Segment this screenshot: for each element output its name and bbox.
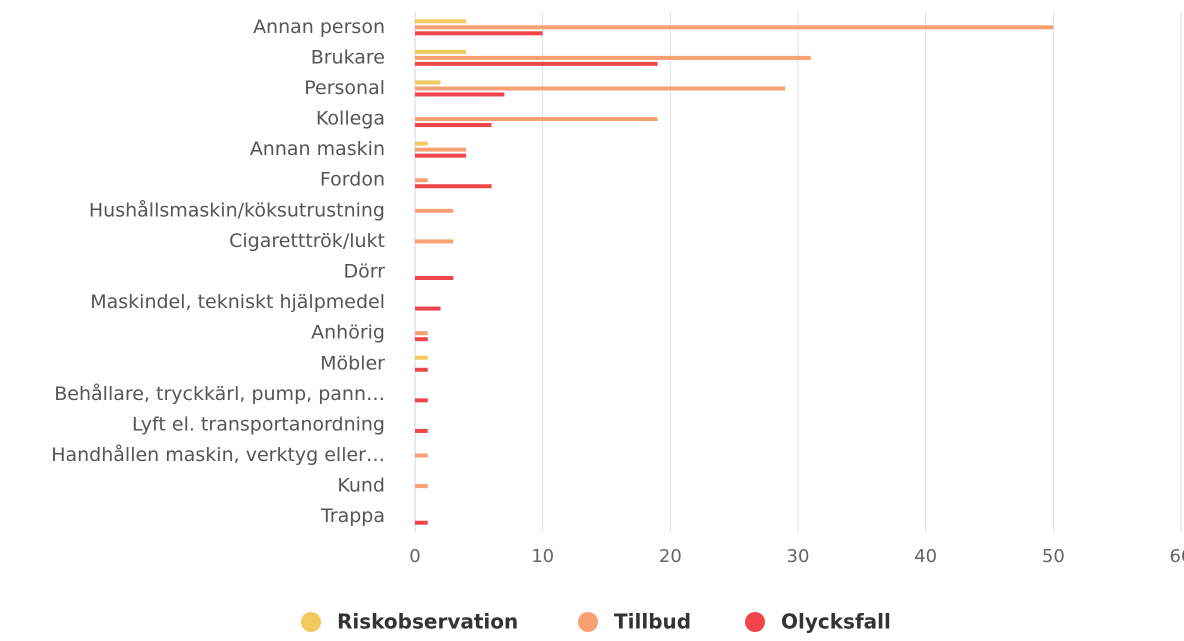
- x-tick-label: 60: [1170, 546, 1184, 567]
- y-tick-label: Fordon: [320, 169, 385, 191]
- bar: [415, 331, 428, 336]
- bar: [415, 19, 467, 24]
- y-tick-label: Annan person: [253, 16, 385, 38]
- bar: [415, 428, 428, 433]
- bar: [415, 239, 454, 244]
- y-tick-label: Brukare: [311, 46, 385, 68]
- bar: [415, 25, 1054, 30]
- y-tick-label: Maskindel, tekniskt hjälpmedel: [90, 291, 385, 313]
- y-tick-label: Annan maskin: [250, 138, 385, 160]
- x-tick-label: 30: [787, 546, 810, 567]
- legend-marker: [745, 612, 765, 632]
- y-tick-label: Möbler: [320, 352, 385, 374]
- bar: [415, 484, 428, 489]
- legend-marker: [301, 612, 321, 632]
- bar: [415, 153, 467, 158]
- y-tick-label: Handhållen maskin, verktyg eller…: [51, 443, 385, 466]
- x-tick-label: 50: [1042, 546, 1065, 567]
- legend-label: Tillbud: [614, 610, 691, 634]
- y-tick-label: Lyft el. transportanordning: [132, 413, 385, 435]
- bar: [415, 398, 428, 403]
- bar: [415, 31, 543, 36]
- y-tick-label: Hushållsmaskin/köksutrustning: [89, 198, 385, 221]
- y-tick-label: Personal: [304, 77, 385, 99]
- bar: [415, 141, 428, 146]
- bar: [415, 453, 428, 458]
- legend-label: Olycksfall: [781, 610, 891, 634]
- bar: [415, 208, 454, 213]
- bar: [415, 367, 428, 372]
- y-tick-label: Kollega: [316, 108, 385, 130]
- legend-marker: [578, 612, 598, 632]
- bar: [415, 337, 428, 342]
- y-tick-label: Dörr: [343, 261, 385, 283]
- bar: [415, 55, 811, 60]
- bar: [415, 92, 505, 97]
- y-tick-label: Cigaretttrök/lukt: [229, 230, 385, 252]
- bar: [415, 355, 428, 360]
- bar: [415, 80, 441, 85]
- y-tick-label: Kund: [337, 475, 385, 497]
- bar: [415, 276, 454, 280]
- y-tick-label: Trappa: [320, 505, 385, 527]
- x-tick-label: 0: [409, 546, 420, 567]
- x-tick-label: 20: [659, 546, 682, 567]
- y-tick-label: Behållare, tryckkärl, pump, pann…: [54, 382, 385, 405]
- y-tick-label: Anhörig: [311, 322, 385, 344]
- bar: [415, 61, 658, 66]
- x-tick-label: 10: [531, 546, 554, 567]
- bar: [415, 306, 441, 311]
- bar: [415, 117, 658, 122]
- bar: [415, 123, 492, 128]
- legend-label: Riskobservation: [337, 610, 518, 634]
- bar: [415, 86, 786, 91]
- bar: [415, 178, 428, 183]
- x-tick-label: 40: [914, 546, 937, 567]
- bar: [415, 184, 492, 189]
- bar: [415, 147, 467, 152]
- bar: [415, 49, 467, 54]
- bar: [415, 520, 428, 525]
